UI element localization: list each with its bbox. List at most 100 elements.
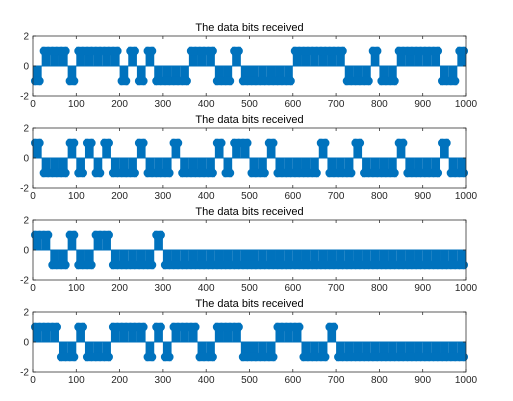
bit-level-band [102,46,111,56]
bit-bar [171,250,181,265]
bit-bar [344,66,354,81]
bit-level-band [214,260,224,270]
x-tick-label: 300 [155,191,172,202]
x-tick-label: 800 [371,99,388,110]
bit-level-band [249,168,259,178]
bit-bar [292,250,302,265]
bit-level-band [457,260,466,270]
bit-bar [33,143,42,158]
bit-bar [318,342,328,357]
bit-level-band [154,230,163,240]
bit-bar [232,250,241,265]
y-tick-label: 2 [23,308,29,319]
bit-level-band [188,46,198,56]
bit-level-band [353,76,363,86]
bit-level-band [188,322,198,332]
bit-bar [58,51,68,66]
x-tick-label: 100 [68,283,85,294]
bit-level-band [145,260,155,270]
bit-bar [110,158,120,173]
bit-level-band [214,138,224,148]
bit-bar [223,158,233,173]
bit-bar [214,250,224,265]
bit-bar [379,250,389,265]
data-series [30,138,469,178]
bit-bar [310,158,319,173]
bit-level-band [414,46,423,56]
bit-level-band [353,138,363,148]
bit-level-band [180,76,189,86]
bit-bar [370,51,380,66]
bit-bar [327,327,337,342]
bit-bar [102,51,111,66]
bit-level-band [266,352,276,362]
bit-bar [353,250,363,265]
bit-level-band [110,260,120,270]
y-tick-label: 2 [23,124,29,135]
bit-level-band [206,168,215,178]
bit-level-band [93,352,103,362]
x-tick-label: 900 [414,375,431,386]
bit-level-band [145,352,155,362]
bit-bar [362,342,371,357]
bit-level-band [284,260,293,270]
x-tick-label: 100 [68,191,85,202]
bit-bar [67,143,77,158]
bit-level-band [232,260,241,270]
bit-level-band [362,168,371,178]
bit-level-band [223,168,233,178]
bit-bar [171,66,181,81]
bit-level-band [336,260,345,270]
bit-bar [41,327,51,342]
bit-level-band [266,76,276,86]
bit-level-band [396,352,406,362]
bit-bar [84,342,94,357]
bit-bar [448,250,458,265]
x-tick-label: 700 [328,375,345,386]
bit-level-band [223,260,233,270]
bit-bar [206,342,215,357]
bit-level-band [292,322,302,332]
bit-bar [301,158,311,173]
bit-bar [84,143,94,158]
bit-level-band [353,352,363,362]
x-tick-label: 0 [30,191,36,202]
bit-level-band [171,322,181,332]
bit-level-band [76,46,85,56]
x-tick-label: 700 [328,99,345,110]
bit-bar [457,158,466,173]
bit-level-band [284,322,293,332]
bit-bar [414,342,423,357]
bit-bar [266,342,276,357]
bit-bar [128,51,137,66]
bit-level-band [76,322,85,332]
bit-bar [93,342,103,357]
bit-bar [284,158,293,173]
bit-level-band [232,322,241,332]
bit-bar [93,51,103,66]
bit-bar [119,250,129,265]
bit-level-band [76,260,85,270]
bit-bar [249,158,259,173]
x-tick-label: 800 [371,191,388,202]
x-tick-label: 100 [68,99,85,110]
bit-bar [388,250,397,265]
bit-level-band [301,168,311,178]
bit-level-band [258,352,267,362]
x-tick-label: 300 [155,283,172,294]
bit-bar [58,250,68,265]
bit-level-band [362,352,371,362]
bit-level-band [110,322,120,332]
bit-bar [379,158,389,173]
bit-level-band [84,138,94,148]
bit-bar [249,250,259,265]
bit-bar [353,143,363,158]
bit-bar [275,66,285,81]
bit-bar [422,250,432,265]
bit-level-band [171,138,181,148]
bit-level-band [327,46,337,56]
bit-bar [448,66,458,81]
bit-level-band [318,138,328,148]
x-tick-label: 700 [328,283,345,294]
bit-level-band [318,260,328,270]
